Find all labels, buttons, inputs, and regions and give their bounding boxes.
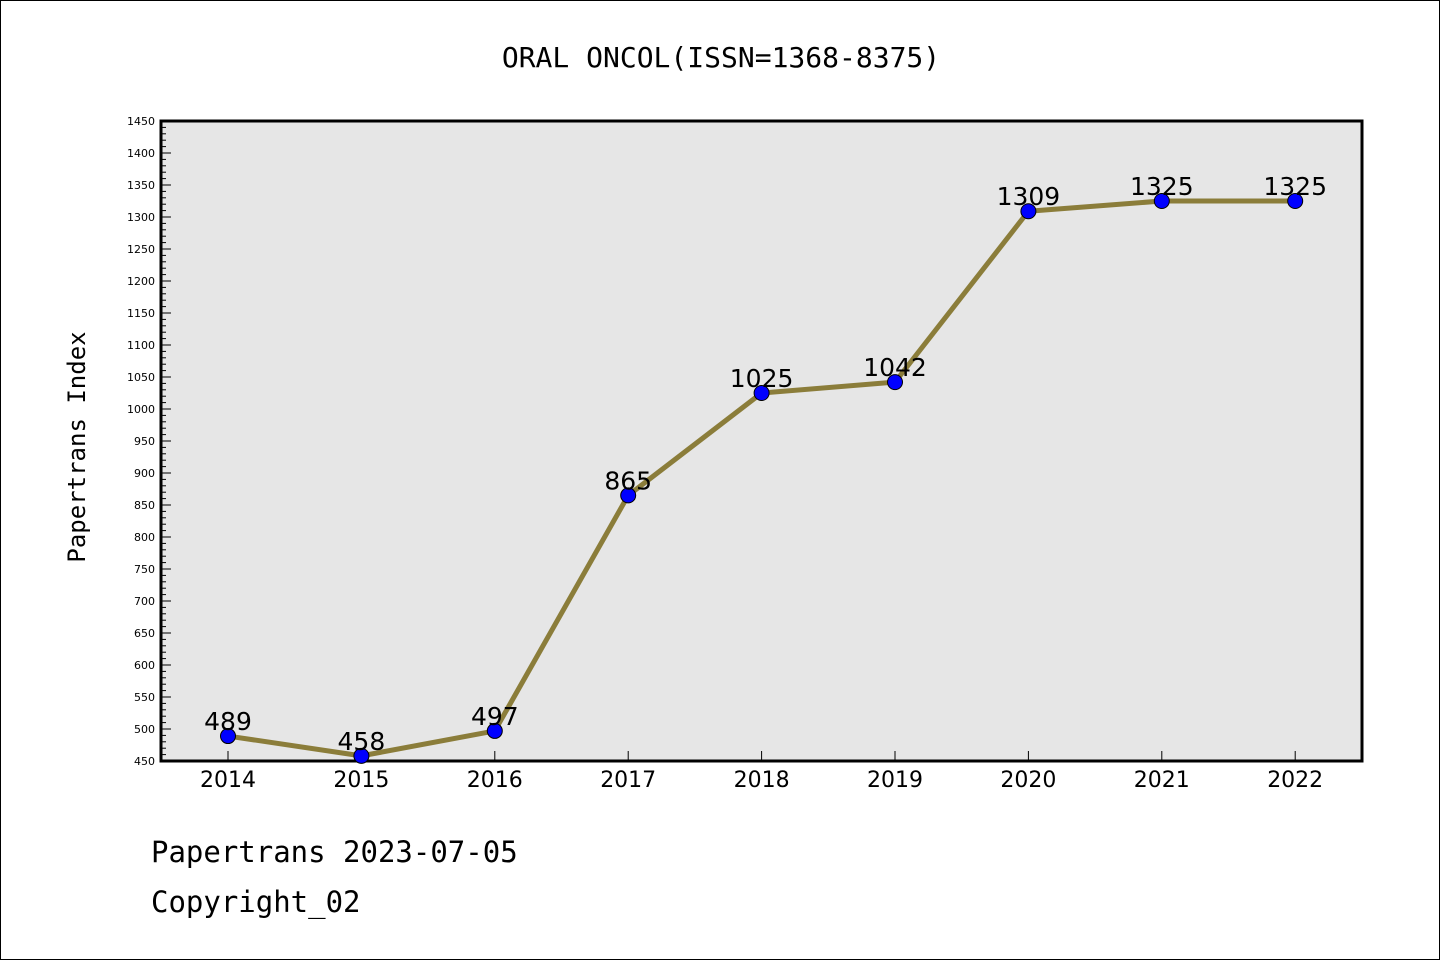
data-point [1153,193,1170,209]
series-line-group [220,193,1304,764]
y-tick-label: 1200 [127,275,155,288]
y-tick-label: 1050 [127,371,155,384]
data-label: 497 [471,702,519,731]
y-tick-label: 550 [134,691,155,704]
y-tick-label: 1100 [127,339,155,352]
y-tick-label: 650 [134,627,155,640]
y-tick-label: 850 [134,499,155,512]
axis-ticks: 450 500 550 600 650 700 750 800 850 900 950 1000 105… [127,115,1323,793]
y-tick-label: 1250 [127,243,155,256]
plot-area [159,119,1364,763]
y-tick-label: 750 [134,563,155,576]
y-tick-label: 1350 [127,179,155,192]
data-point [620,487,637,504]
x-tick-label: 2022 [1267,768,1323,793]
data-label: 1042 [863,353,927,382]
x-tick-label: 2015 [333,768,389,793]
data-point [887,374,903,391]
y-axis-label: Papertrans Index [63,331,91,562]
x-tick-label: 2017 [600,768,656,793]
data-label: 1325 [1263,172,1327,201]
x-tick-label: 2016 [467,768,523,793]
data-point [353,747,370,764]
x-tick-label: 2014 [200,768,256,793]
y-tick-label: 1300 [127,211,155,224]
y-tick-label: 450 [134,755,155,768]
data-label: 865 [604,466,652,495]
y-tick-label: 900 [134,467,155,480]
y-tick-label: 1400 [127,147,155,160]
chart-title: ORAL ONCOL(ISSN=1368-8375) [502,41,940,74]
data-point [753,385,770,401]
y-tick-label: 1000 [127,403,155,416]
y-tick-label: 950 [134,435,155,448]
y-tick-label: 800 [134,531,155,544]
footer-copyright: Copyright_02 [151,885,361,919]
y-tick-label: 700 [134,595,155,608]
x-tick-label: 2021 [1134,768,1190,793]
data-label: 1325 [1130,172,1194,201]
y-tick-label: 600 [134,659,155,672]
x-tick-label: 2018 [734,768,790,793]
data-point [486,722,503,739]
y-tick-label: 500 [134,723,155,736]
footer-date: Papertrans 2023-07-05 [151,835,518,869]
data-label: 1025 [730,364,794,393]
x-tick-label: 2020 [1000,768,1056,793]
data-point [1287,193,1304,209]
y-tick-label: 1150 [127,307,155,320]
data-point [220,728,236,745]
data-labels: 489 458 497 865 1025 1042 1309 1325 1325 [204,172,1327,756]
y-tick-label: 1450 [127,115,155,128]
data-label: 489 [204,707,252,736]
data-label: 458 [338,727,386,756]
data-label: 1309 [997,182,1061,211]
x-tick-label: 2019 [867,768,923,793]
data-point [1020,203,1037,220]
